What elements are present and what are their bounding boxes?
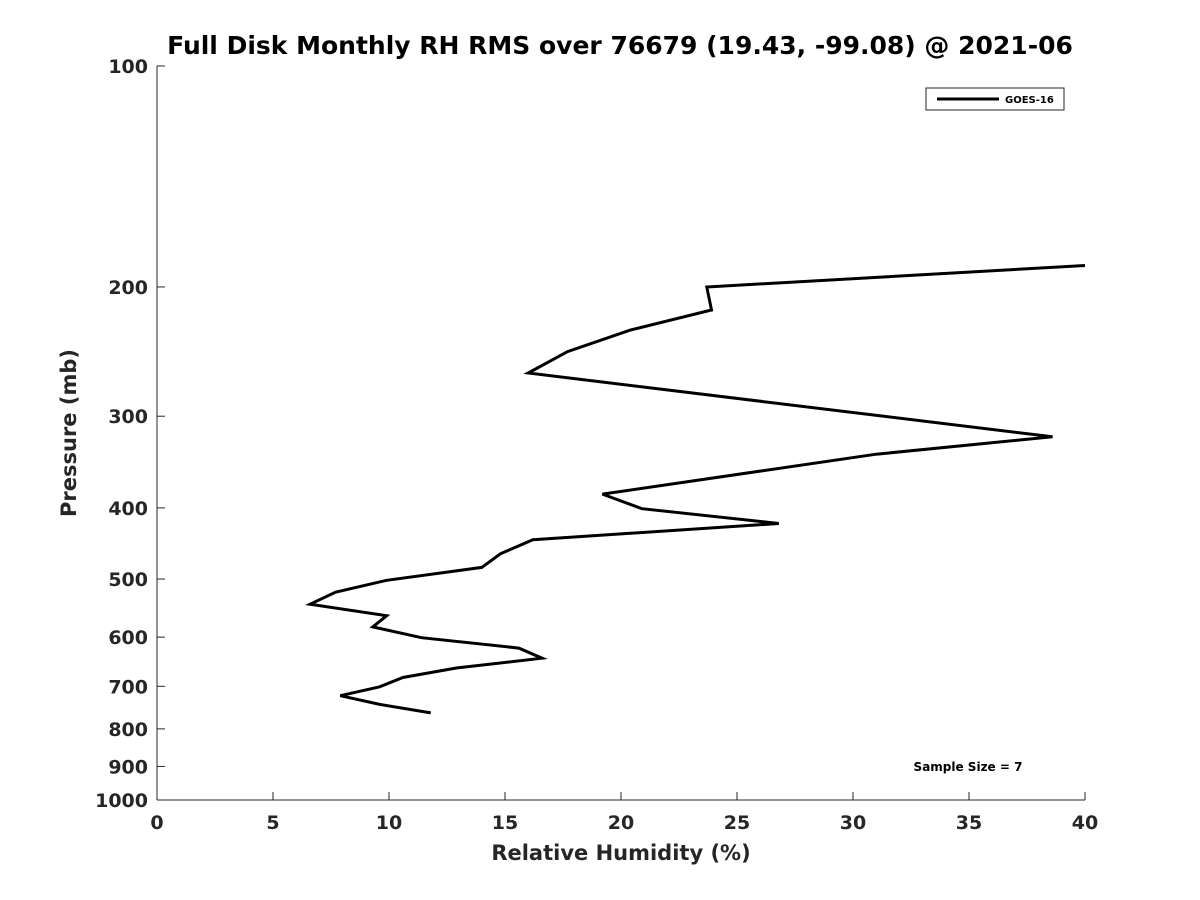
x-tick-label: 35 [956, 812, 982, 834]
x-tick-label: 0 [150, 812, 163, 834]
y-ticks: 100 200 300 400 500 600 700 800 900 1000 [95, 56, 165, 812]
x-tick-label: 20 [608, 812, 634, 834]
y-tick-label: 400 [108, 498, 148, 520]
legend: GOES-16 [925, 87, 1065, 111]
y-tick-label: 900 [108, 756, 148, 778]
y-tick-label: 200 [108, 277, 148, 299]
x-axis-label: Relative Humidity (%) [491, 841, 750, 865]
axes-frame [156, 66, 1085, 801]
y-tick-label: 700 [108, 676, 148, 698]
series-line-goes-16 [304, 264, 1086, 715]
x-tick-label: 15 [492, 812, 518, 834]
legend-label-goes-16: GOES-16 [1005, 95, 1054, 106]
x-tick-label: 5 [266, 812, 279, 834]
y-tick-label: 1000 [95, 790, 148, 812]
x-tick-label: 25 [724, 812, 750, 834]
y-tick-label: 600 [108, 627, 148, 649]
x-tick-label: 40 [1072, 812, 1098, 834]
chart-title: Full Disk Monthly RH RMS over 76679 (19.… [167, 31, 1073, 60]
series-group [304, 264, 1086, 715]
sample-size-annotation: Sample Size = 7 [914, 760, 1023, 774]
x-ticks: 0 5 10 15 20 25 30 35 40 [150, 792, 1098, 834]
x-tick-label: 10 [376, 812, 402, 834]
y-tick-label: 100 [108, 56, 148, 78]
y-axis-label: Pressure (mb) [57, 349, 81, 517]
y-tick-label: 800 [108, 719, 148, 741]
y-tick-label: 300 [108, 406, 148, 428]
x-tick-label: 30 [840, 812, 866, 834]
y-tick-label: 500 [108, 569, 148, 591]
